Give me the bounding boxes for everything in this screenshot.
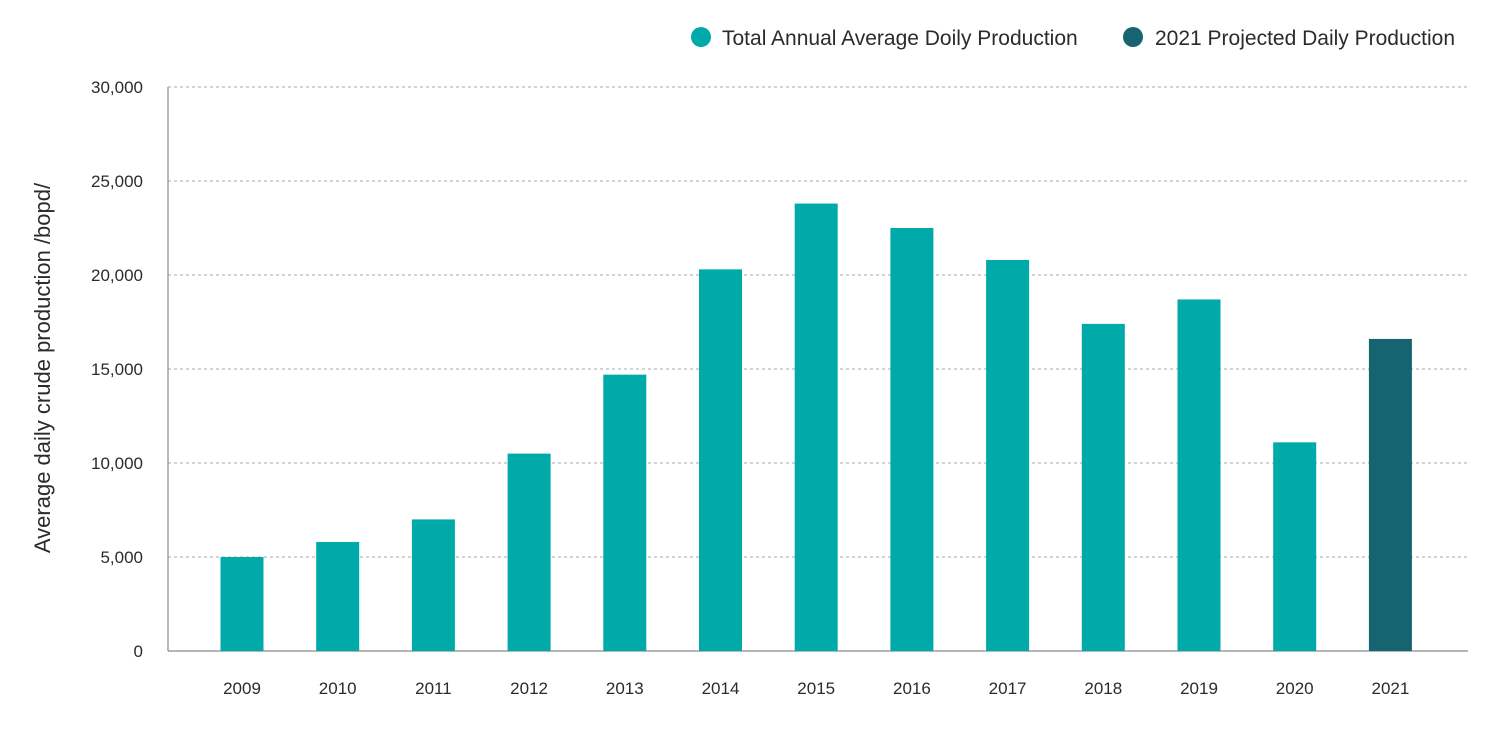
labels: 0 5,000 10,000 15,000 20,000 25,000 30,000 2009…: [30, 78, 1409, 698]
bar-2009: [220, 557, 264, 651]
x-tick-label: 2021: [1371, 679, 1409, 698]
x-tick-label: 2010: [319, 679, 357, 698]
x-tick-label: 2018: [1084, 679, 1122, 698]
bar-2010: [316, 541, 360, 651]
x-tick-label: 2017: [989, 679, 1027, 698]
y-tick-label: 15,000: [91, 360, 143, 379]
y-tick-label: 5,000: [100, 548, 143, 567]
legend-label: 2021 Projected Daily Production: [1155, 27, 1455, 50]
y-tick-label: 20,000: [91, 266, 143, 285]
x-tick-label: 2020: [1276, 679, 1314, 698]
bar-2012: [507, 453, 551, 651]
y-tick-label: 30,000: [91, 78, 143, 97]
bar-2015: [794, 203, 838, 651]
y-tick-label: 0: [134, 642, 143, 661]
bar-2021: [1368, 338, 1412, 651]
legend-marker: [691, 27, 711, 47]
x-tick-label: 2009: [223, 679, 261, 698]
bar-2016: [890, 228, 934, 651]
bar-2011: [411, 519, 455, 651]
legend-label: Total Annual Average Doily Production: [722, 27, 1078, 50]
bar-2013: [603, 374, 647, 651]
legend: Total Annual Average Doily Production 202…: [691, 27, 1455, 50]
bar-2017: [986, 259, 1030, 651]
x-tick-label: 2016: [893, 679, 931, 698]
x-tick-label: 2014: [702, 679, 740, 698]
bar-2014: [699, 269, 742, 651]
legend-marker: [1123, 27, 1143, 47]
x-tick-label: 2012: [510, 679, 548, 698]
y-tick-label: 25,000: [91, 172, 143, 191]
bar-2019: [1177, 299, 1221, 651]
bars: [220, 203, 1412, 651]
bar-2018: [1081, 323, 1125, 651]
y-axis-title: Average daily crude production /bopd/: [30, 182, 55, 553]
y-tick-label: 10,000: [91, 454, 143, 473]
x-tick-label: 2013: [606, 679, 644, 698]
x-tick-label: 2011: [415, 679, 452, 698]
x-tick-label: 2019: [1180, 679, 1218, 698]
bar-2020: [1273, 442, 1317, 651]
x-tick-label: 2015: [797, 679, 835, 698]
